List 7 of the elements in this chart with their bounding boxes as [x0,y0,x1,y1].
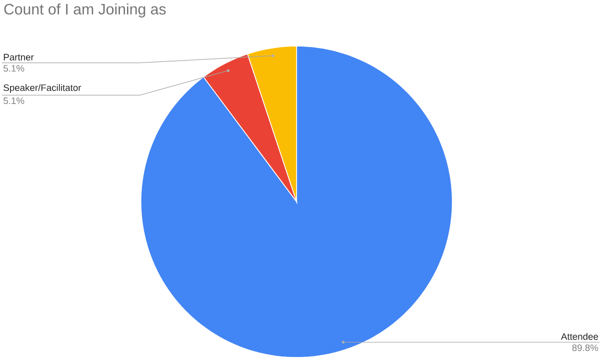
data-label: 89.8% [572,344,598,352]
slice-label: Partner [4,54,34,61]
slice-label: Attendee [560,333,598,340]
data-label: 5.1% [4,98,24,104]
data-label: 5.1% [4,65,24,72]
slice-label: Speaker/Facilitator [4,84,82,93]
chart-title: Count of I am Joining as [4,4,166,18]
